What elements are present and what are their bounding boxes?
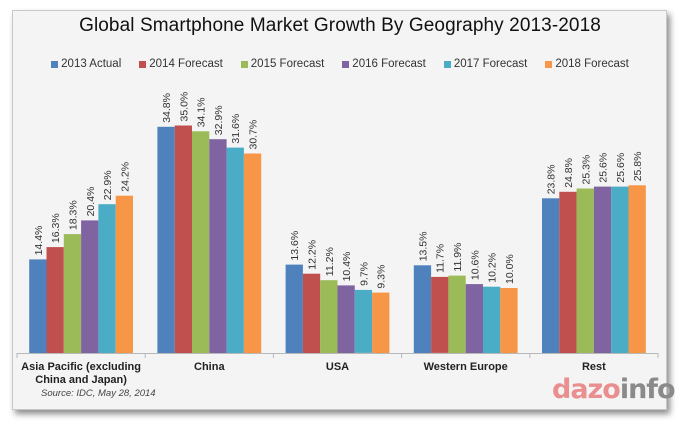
category-label: Rest (582, 361, 606, 373)
dazeinfo-logo: dazoinfo (552, 374, 676, 405)
bar (115, 195, 133, 353)
data-label: 34.8% (161, 93, 173, 123)
bar (500, 288, 518, 353)
legend-item: 2018 Forecast (545, 58, 629, 70)
category-label: USA (326, 361, 349, 373)
legend-label: 2014 Forecast (149, 58, 223, 70)
data-label: 9.7% (358, 262, 370, 286)
data-label: 13.5% (417, 232, 429, 262)
logo-text-part1: daz (552, 374, 603, 405)
bar (483, 286, 501, 353)
logo-text-part3: info (619, 374, 676, 405)
legend-swatch (51, 60, 59, 68)
data-label: 25.8% (632, 152, 644, 182)
legend-label: 2018 Forecast (555, 58, 629, 70)
data-label: 12.2% (307, 240, 319, 270)
bar (465, 284, 483, 353)
bar (209, 139, 227, 353)
bar (559, 191, 577, 353)
bar (354, 289, 373, 353)
data-label: 24.2% (119, 162, 131, 192)
bar (302, 273, 321, 353)
bar (243, 153, 262, 353)
data-label: 9.3% (376, 265, 388, 289)
legend-item: 2016 Forecast (342, 58, 426, 70)
bar (63, 234, 82, 354)
data-label: 20.4% (85, 187, 97, 217)
bar (576, 188, 594, 353)
bar (337, 285, 355, 353)
legend-item: 2013 Actual (51, 58, 121, 70)
data-label: 10.2% (487, 253, 499, 283)
legend-label: 2013 Actual (61, 58, 122, 70)
legend-item: 2015 Forecast (240, 58, 325, 70)
bar (29, 259, 47, 353)
legend-swatch (545, 60, 553, 68)
chart-legend: 2013 Actual 2014 Forecast 2015 Forecast 201… (0, 58, 680, 70)
legend-item: 2017 Forecast (443, 58, 528, 70)
data-label: 25.3% (580, 155, 592, 185)
source-note: Source: IDC, May 28, 2014 (41, 388, 156, 399)
bar (81, 220, 99, 353)
bar (372, 292, 390, 354)
data-label: 30.7% (248, 120, 260, 150)
data-label: 25.6% (598, 153, 610, 183)
data-label: 11.7% (435, 244, 447, 273)
bar (413, 265, 432, 354)
legend-item: 2014 Forecast (139, 58, 223, 70)
chart-title: Global Smartphone Market Growth By Geogr… (79, 15, 601, 36)
data-label: 25.6% (615, 153, 627, 183)
data-label: 18.3% (67, 200, 79, 230)
bar (448, 275, 466, 353)
bar (285, 264, 303, 353)
data-label: 22.9% (102, 170, 114, 200)
category-label: China (194, 361, 225, 373)
legend-swatch (139, 60, 147, 68)
data-label: 35.0% (178, 92, 190, 122)
legend-label: 2015 Forecast (250, 58, 325, 70)
bar (192, 131, 210, 353)
data-label: 13.6% (289, 231, 301, 261)
bar (431, 276, 449, 353)
data-label: 10.6% (469, 250, 481, 280)
bar (628, 185, 646, 353)
legend-label: 2017 Forecast (453, 58, 528, 70)
category-label: China and Japan) (35, 374, 127, 386)
bar (157, 126, 175, 353)
data-label: 10.0% (504, 254, 516, 284)
bar (593, 186, 612, 353)
bar (542, 198, 560, 353)
data-label: 34.1% (196, 98, 208, 128)
data-label: 16.3% (50, 213, 62, 243)
bar (174, 125, 192, 353)
data-label: 24.8% (563, 158, 575, 188)
legend-swatch (240, 60, 248, 68)
bar (320, 280, 338, 353)
data-label: 10.4% (341, 252, 353, 282)
category-label: Western Europe (424, 361, 508, 373)
bar (611, 186, 629, 353)
data-label: 11.2% (324, 247, 336, 276)
logo-text-part2: o (602, 374, 621, 405)
bar (98, 204, 116, 353)
legend-label: 2016 Forecast (352, 58, 426, 70)
data-label: 14.4% (33, 226, 45, 256)
bar (46, 247, 64, 354)
data-label: 23.8% (546, 165, 558, 195)
category-label: Asia Pacific (excluding (21, 361, 141, 373)
bar (226, 147, 244, 353)
data-label: 11.9% (452, 243, 464, 272)
data-label: 32.9% (213, 105, 225, 135)
data-label: 31.6% (230, 114, 242, 144)
legend-swatch (443, 60, 451, 68)
legend-swatch (342, 60, 350, 68)
